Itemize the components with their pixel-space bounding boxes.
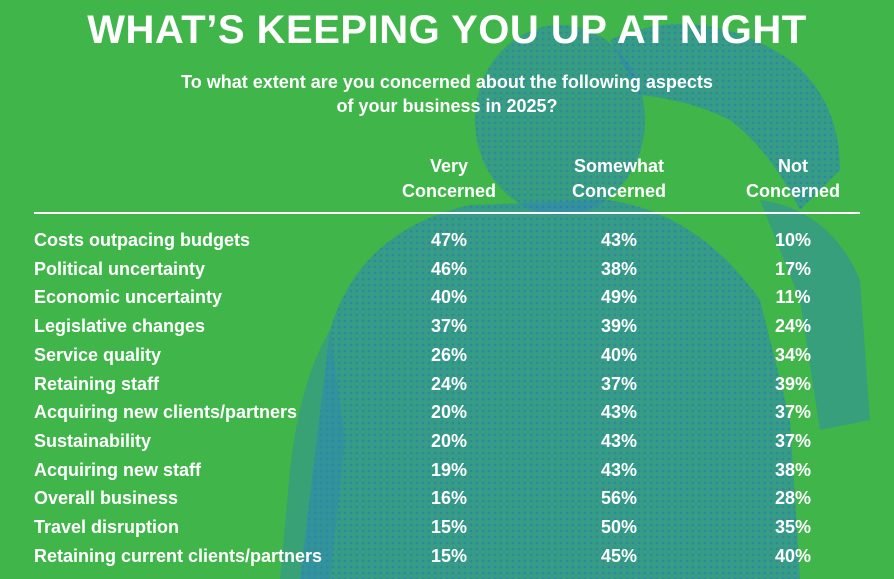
- value-not-concerned: 40%: [774, 546, 812, 566]
- table-row: Acquiring new staff 19% 43% 38%: [0, 456, 894, 485]
- table-row: Political uncertainty 46% 38% 17%: [0, 255, 894, 284]
- value-not-concerned: 37%: [774, 431, 812, 451]
- value-somewhat-concerned: 40%: [600, 345, 638, 365]
- table-row: Sustainability 20% 43% 37%: [0, 427, 894, 456]
- value-not-concerned: 10%: [774, 230, 812, 250]
- value-somewhat-concerned: 38%: [600, 259, 638, 279]
- row-label: Retaining staff: [34, 374, 160, 394]
- column-header-very-concerned: Very Concerned: [354, 154, 544, 204]
- row-label: Retaining current clients/partners: [34, 546, 323, 566]
- value-somewhat-concerned: 43%: [600, 460, 638, 480]
- value-very-concerned: 40%: [430, 287, 468, 307]
- value-very-concerned: 20%: [430, 402, 468, 422]
- value-not-concerned: 39%: [774, 374, 812, 394]
- value-somewhat-concerned: 39%: [600, 316, 638, 336]
- column-header-line1: Not: [778, 156, 808, 176]
- value-very-concerned: 37%: [430, 316, 468, 336]
- row-label: Legislative changes: [34, 316, 206, 336]
- row-label: Service quality: [34, 345, 162, 365]
- row-label: Costs outpacing budgets: [34, 230, 250, 250]
- value-not-concerned: 35%: [774, 517, 812, 537]
- table-row: Travel disruption 15% 50% 35%: [0, 513, 894, 542]
- value-very-concerned: 26%: [430, 345, 468, 365]
- row-label: Acquiring new clients/partners: [34, 402, 298, 422]
- value-somewhat-concerned: 43%: [600, 431, 638, 451]
- value-very-concerned: 15%: [430, 517, 468, 537]
- value-somewhat-concerned: 49%: [600, 287, 638, 307]
- column-header-line2: Concerned: [571, 181, 667, 201]
- row-label: Travel disruption: [34, 517, 180, 537]
- value-somewhat-concerned: 45%: [600, 546, 638, 566]
- value-somewhat-concerned: 56%: [600, 488, 638, 508]
- table-row: Service quality 26% 40% 34%: [0, 341, 894, 370]
- column-header-line2: Concerned: [401, 181, 497, 201]
- value-very-concerned: 19%: [430, 460, 468, 480]
- value-somewhat-concerned: 43%: [600, 402, 638, 422]
- value-not-concerned: 24%: [774, 316, 812, 336]
- value-somewhat-concerned: 43%: [600, 230, 638, 250]
- value-very-concerned: 16%: [430, 488, 468, 508]
- value-very-concerned: 15%: [430, 546, 468, 566]
- value-very-concerned: 24%: [430, 374, 468, 394]
- table-row: Costs outpacing budgets 47% 43% 10%: [0, 226, 894, 255]
- table-row: Retaining current clients/partners 15% 45%…: [0, 542, 894, 571]
- column-header-line2: Concerned: [745, 181, 841, 201]
- value-not-concerned: 11%: [775, 287, 811, 307]
- value-not-concerned: 34%: [774, 345, 812, 365]
- value-somewhat-concerned: 50%: [600, 517, 638, 537]
- column-header-line1: Very: [429, 156, 469, 176]
- value-not-concerned: 38%: [774, 460, 812, 480]
- table-row: Acquiring new clients/partners 20% 43% 37%: [0, 398, 894, 427]
- subtitle-line-2: of your business in 2025?: [336, 96, 558, 116]
- value-very-concerned: 46%: [430, 259, 468, 279]
- table-row: Overall business 16% 56% 28%: [0, 484, 894, 513]
- value-not-concerned: 17%: [774, 259, 812, 279]
- column-header-not-concerned: Not Concerned: [698, 154, 888, 204]
- value-very-concerned: 47%: [430, 230, 468, 250]
- row-label: Economic uncertainty: [34, 287, 223, 307]
- row-label: Acquiring new staff: [34, 460, 202, 480]
- value-not-concerned: 28%: [774, 488, 812, 508]
- value-very-concerned: 20%: [430, 431, 468, 451]
- table-row: Legislative changes 37% 39% 24%: [0, 312, 894, 341]
- page-title: WHAT’S KEEPING YOU UP AT NIGHT: [87, 8, 807, 52]
- value-not-concerned: 37%: [774, 402, 812, 422]
- column-header-somewhat-concerned: Somewhat Concerned: [524, 154, 714, 204]
- value-somewhat-concerned: 37%: [600, 374, 638, 394]
- row-label: Political uncertainty: [34, 259, 206, 279]
- table-row: Retaining staff 24% 37% 39%: [0, 370, 894, 399]
- table-row: Economic uncertainty 40% 49% 11%: [0, 283, 894, 312]
- header-divider: [34, 212, 860, 214]
- row-label: Overall business: [34, 488, 179, 508]
- subtitle-line-1: To what extent are you concerned about t…: [181, 72, 713, 92]
- column-header-line1: Somewhat: [573, 156, 665, 176]
- subtitle: To what extent are you concerned about t…: [90, 70, 804, 118]
- row-label: Sustainability: [34, 431, 152, 451]
